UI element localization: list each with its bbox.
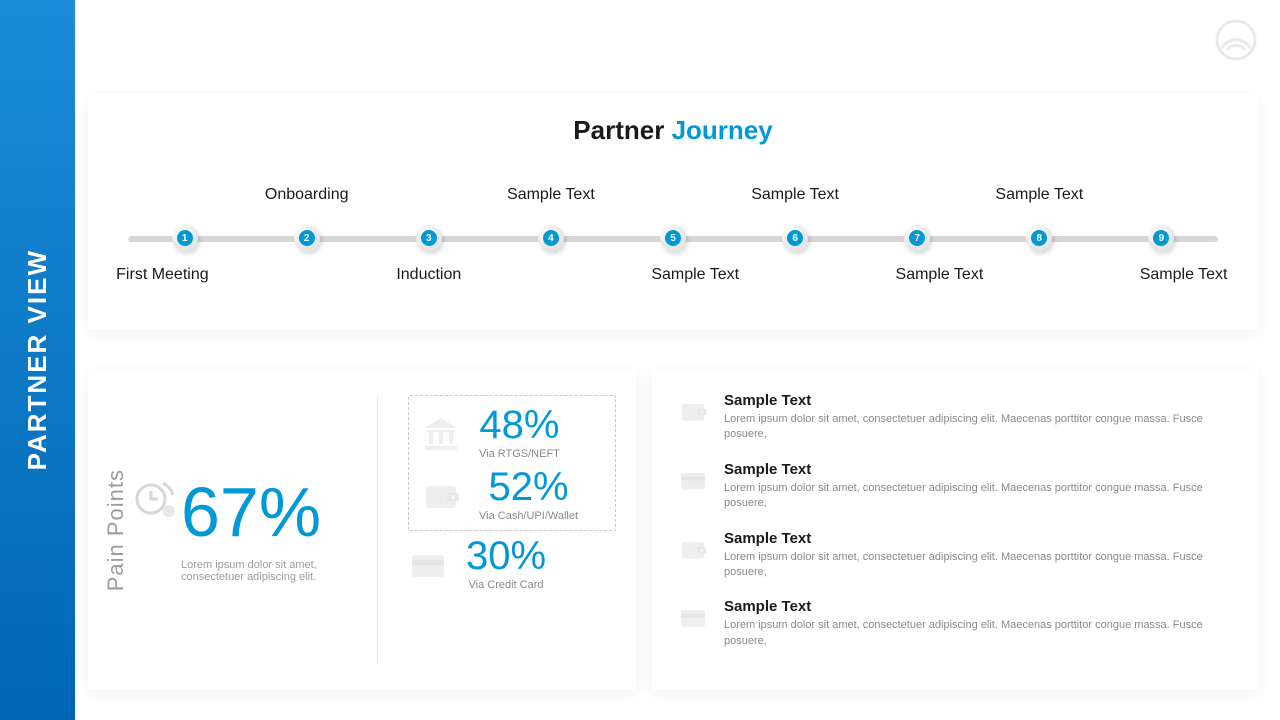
logo-icon	[1214, 18, 1258, 62]
stat-value: 52%	[479, 466, 578, 508]
journey-title-right: Journey	[672, 115, 773, 145]
dashed-stat-group: 48% Via RTGS/NEFT 52% Via Cash/UPI/Wallet	[408, 395, 616, 531]
journey-title: Partner Journey	[118, 115, 1228, 146]
timeline-number: 7	[909, 230, 925, 246]
timeline-node: 7	[904, 225, 930, 251]
pain-points-label: Pain Points	[103, 469, 129, 591]
timeline-label: Onboarding	[265, 186, 349, 204]
timeline-node: 2	[294, 225, 320, 251]
card-icon	[678, 601, 708, 627]
stat-row: 30% Via Credit Card	[408, 535, 616, 591]
stat-row: 52% Via Cash/UPI/Wallet	[421, 466, 603, 522]
timeline-node: 8	[1026, 225, 1052, 251]
sample-title: Sample Text	[724, 598, 1232, 615]
sidebar: PARTNER VIEW	[0, 0, 75, 720]
bank-icon	[421, 412, 461, 452]
clock-icon	[133, 477, 175, 519]
timeline-node: 3	[416, 225, 442, 251]
sample-title: Sample Text	[724, 461, 1232, 478]
wallet-icon	[678, 395, 708, 421]
journey-card: Partner Journey 1 First Meeting 2 Onboardin…	[88, 95, 1258, 330]
pain-stats: 48% Via RTGS/NEFT 52% Via Cash/UPI/Wallet 30…	[378, 395, 616, 665]
pain-left: Pain Points 67% Lorem ipsum dolor sit am…	[103, 395, 378, 665]
timeline-dot: 7	[904, 225, 930, 251]
sample-desc: Lorem ipsum dolor sit amet, consectetuer…	[724, 550, 1232, 581]
timeline-dot: 5	[660, 225, 686, 251]
sample-row: Sample Text Lorem ipsum dolor sit amet, c…	[678, 461, 1232, 512]
wallet-icon	[678, 533, 708, 559]
timeline-nodes: 1First Meeting2Onboarding3Induction4Samp…	[118, 216, 1228, 296]
timeline-dot: 6	[782, 225, 808, 251]
sample-row: Sample Text Lorem ipsum dolor sit amet, c…	[678, 598, 1232, 649]
timeline-dot: 1	[172, 225, 198, 251]
timeline-number: 2	[299, 230, 315, 246]
wallet-icon	[421, 474, 461, 514]
timeline-number: 6	[787, 230, 803, 246]
timeline-label: Sample Text	[995, 186, 1083, 204]
sample-row: Sample Text Lorem ipsum dolor sit amet, c…	[678, 392, 1232, 443]
timeline-label: Induction	[396, 266, 461, 284]
sample-text-card: Sample Text Lorem ipsum dolor sit amet, c…	[652, 370, 1258, 690]
timeline-dot: 3	[416, 225, 442, 251]
pain-points-card: Pain Points 67% Lorem ipsum dolor sit am…	[88, 370, 636, 690]
timeline-node: 5	[660, 225, 686, 251]
stat-value: 48%	[479, 404, 560, 446]
sample-title: Sample Text	[724, 392, 1232, 409]
pain-big-desc: Lorem ipsum dolor sit amet, consectetuer…	[181, 559, 351, 583]
timeline-dot: 2	[294, 225, 320, 251]
timeline: 1First Meeting2Onboarding3Induction4Samp…	[118, 216, 1228, 296]
sample-desc: Lorem ipsum dolor sit amet, consectetuer…	[724, 481, 1232, 512]
timeline-label: First Meeting	[116, 266, 208, 284]
stat-label: Via Cash/UPI/Wallet	[479, 510, 578, 522]
timeline-number: 9	[1153, 230, 1169, 246]
timeline-number: 1	[177, 230, 193, 246]
stat-box: 52% Via Cash/UPI/Wallet	[479, 466, 578, 522]
stat-box: 48% Via RTGS/NEFT	[479, 404, 560, 460]
timeline-number: 3	[421, 230, 437, 246]
timeline-dot: 8	[1026, 225, 1052, 251]
timeline-number: 8	[1031, 230, 1047, 246]
card-icon	[678, 464, 708, 490]
pain-big-value: 67%	[181, 477, 351, 547]
stat-box: 30% Via Credit Card	[466, 535, 546, 591]
timeline-dot: 4	[538, 225, 564, 251]
timeline-node: 4	[538, 225, 564, 251]
timeline-node: 9	[1148, 225, 1174, 251]
timeline-label: Sample Text	[896, 266, 984, 284]
timeline-label: Sample Text	[751, 186, 839, 204]
stat-label: Via RTGS/NEFT	[479, 448, 560, 460]
stat-value: 30%	[466, 535, 546, 577]
timeline-node: 6	[782, 225, 808, 251]
timeline-number: 5	[665, 230, 681, 246]
sample-title: Sample Text	[724, 530, 1232, 547]
sidebar-title: PARTNER VIEW	[22, 249, 53, 470]
timeline-node: 1	[172, 225, 198, 251]
stat-row: 48% Via RTGS/NEFT	[421, 404, 603, 460]
stat-label: Via Credit Card	[466, 579, 546, 591]
timeline-label: Sample Text	[651, 266, 739, 284]
sample-desc: Lorem ipsum dolor sit amet, consectetuer…	[724, 412, 1232, 443]
journey-title-left: Partner	[573, 115, 664, 145]
card-icon	[408, 543, 448, 583]
timeline-label: Sample Text	[1140, 266, 1228, 284]
timeline-label: Sample Text	[507, 186, 595, 204]
sample-desc: Lorem ipsum dolor sit amet, consectetuer…	[724, 618, 1232, 649]
timeline-number: 4	[543, 230, 559, 246]
sample-row: Sample Text Lorem ipsum dolor sit amet, c…	[678, 530, 1232, 581]
timeline-dot: 9	[1148, 225, 1174, 251]
